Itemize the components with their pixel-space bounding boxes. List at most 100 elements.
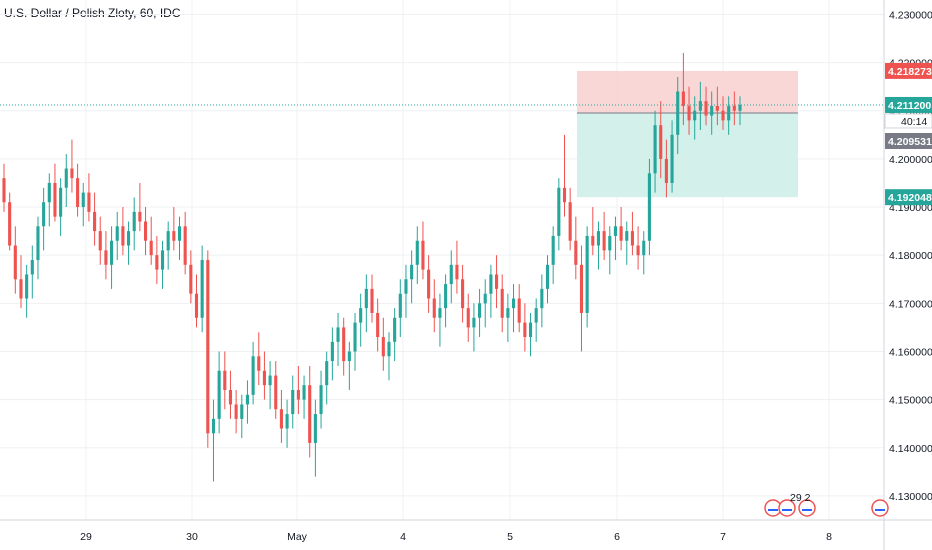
candle-body: [551, 235, 555, 265]
candle-body: [438, 308, 442, 318]
current-price-tag: 4.211200: [888, 100, 931, 112]
candle-body: [47, 182, 51, 203]
candle-body: [223, 370, 227, 390]
candle-body: [596, 231, 601, 246]
candle-body: [59, 187, 63, 217]
candle-body: [659, 125, 663, 159]
candle-body: [602, 231, 606, 251]
candle-body: [534, 308, 538, 323]
candle-body: [98, 231, 102, 251]
y-tick-label: 4.150000: [889, 395, 932, 407]
economic-event-icon: [871, 499, 889, 517]
x-tick-label: 5: [507, 531, 513, 543]
candle-body: [245, 394, 250, 405]
y-tick-label: 4.160000: [889, 346, 932, 358]
x-tick-label: 30: [186, 531, 198, 543]
candle-body: [511, 298, 516, 309]
candle-body: [155, 255, 159, 270]
candle-body: [421, 240, 425, 270]
event-count-label: 29 2: [790, 492, 811, 504]
candle-body: [608, 235, 612, 251]
candle-body: [698, 101, 702, 111]
candle-body: [364, 288, 368, 309]
candle-body: [296, 390, 300, 400]
y-tick-label: 4.180000: [889, 250, 932, 262]
candle-body: [291, 390, 295, 415]
candle-body: [313, 414, 317, 443]
stop-price-tag-bg: [885, 62, 932, 79]
countdown-label: 40:14: [901, 116, 927, 128]
candle-body: [353, 322, 357, 352]
candle-body: [200, 260, 204, 318]
candle-body: [138, 211, 142, 222]
y-tick-label: 4.200000: [889, 154, 932, 166]
candle-body: [721, 110, 725, 121]
candle-body: [579, 264, 584, 313]
candle-body: [738, 104, 742, 111]
candle-body: [64, 168, 68, 188]
candle-body: [494, 274, 499, 289]
candle-body: [228, 390, 233, 405]
candle-body: [217, 370, 221, 419]
candle-body: [410, 264, 414, 280]
candle-body: [398, 293, 402, 318]
candle-body: [449, 264, 453, 285]
entry-price-tag: 4.209531: [888, 136, 932, 148]
candle-body: [104, 250, 108, 265]
candle-body: [279, 409, 283, 429]
candle-body: [149, 240, 153, 256]
candle-body: [347, 351, 351, 362]
candle-body: [194, 293, 199, 318]
candle-body: [132, 211, 136, 232]
candle-body: [693, 110, 697, 121]
candle-body: [206, 260, 210, 434]
candle-body: [636, 245, 640, 256]
candle-body: [517, 298, 521, 323]
candle-body: [393, 317, 397, 342]
candle-body: [370, 288, 374, 313]
candle-body: [308, 385, 312, 443]
target-price-tag: 4.192048: [888, 192, 932, 204]
candle-body: [262, 370, 266, 386]
candle-body: [676, 91, 680, 135]
x-tick-label: 8: [826, 531, 832, 543]
x-tick-label: 4: [400, 531, 406, 543]
candle-body: [444, 284, 448, 309]
candle-body: [211, 418, 216, 434]
candle-body: [81, 192, 85, 208]
y-tick-label: 4.130000: [889, 491, 932, 503]
candle-body: [285, 414, 289, 429]
candle-body: [455, 264, 459, 280]
candle-body: [42, 202, 46, 227]
candle-body: [478, 303, 482, 318]
candle-body: [76, 178, 80, 208]
candle-body: [325, 361, 329, 386]
y-tick-label: 4.230000: [889, 9, 932, 21]
economic-event-icon: [778, 499, 796, 517]
candle-body: [268, 375, 272, 386]
candle-body: [404, 279, 408, 294]
candle-body: [166, 231, 170, 251]
candle-body: [466, 308, 470, 328]
candle-body: [126, 231, 131, 246]
candle-body: [319, 385, 323, 415]
candle-body: [240, 404, 244, 419]
target-price-tag-bg: [885, 189, 932, 206]
candle-body: [274, 375, 278, 410]
candle-body: [664, 158, 668, 183]
chart-title: U.S. Dollar / Polish Zloty, 60, IDC: [4, 6, 181, 20]
candle-body: [70, 168, 74, 179]
candle-body: [613, 226, 618, 236]
candle-body: [500, 288, 504, 318]
candle-body: [93, 211, 97, 232]
current-price-tag-bg: [885, 96, 932, 113]
x-tick-label: May: [287, 531, 308, 543]
candle-body: [727, 105, 731, 121]
candle-body: [387, 341, 391, 357]
candle-body: [183, 226, 187, 265]
candle-body: [630, 231, 634, 246]
countdown-bg: [884, 113, 932, 129]
candle-body: [172, 231, 176, 241]
candle-body: [189, 264, 193, 294]
